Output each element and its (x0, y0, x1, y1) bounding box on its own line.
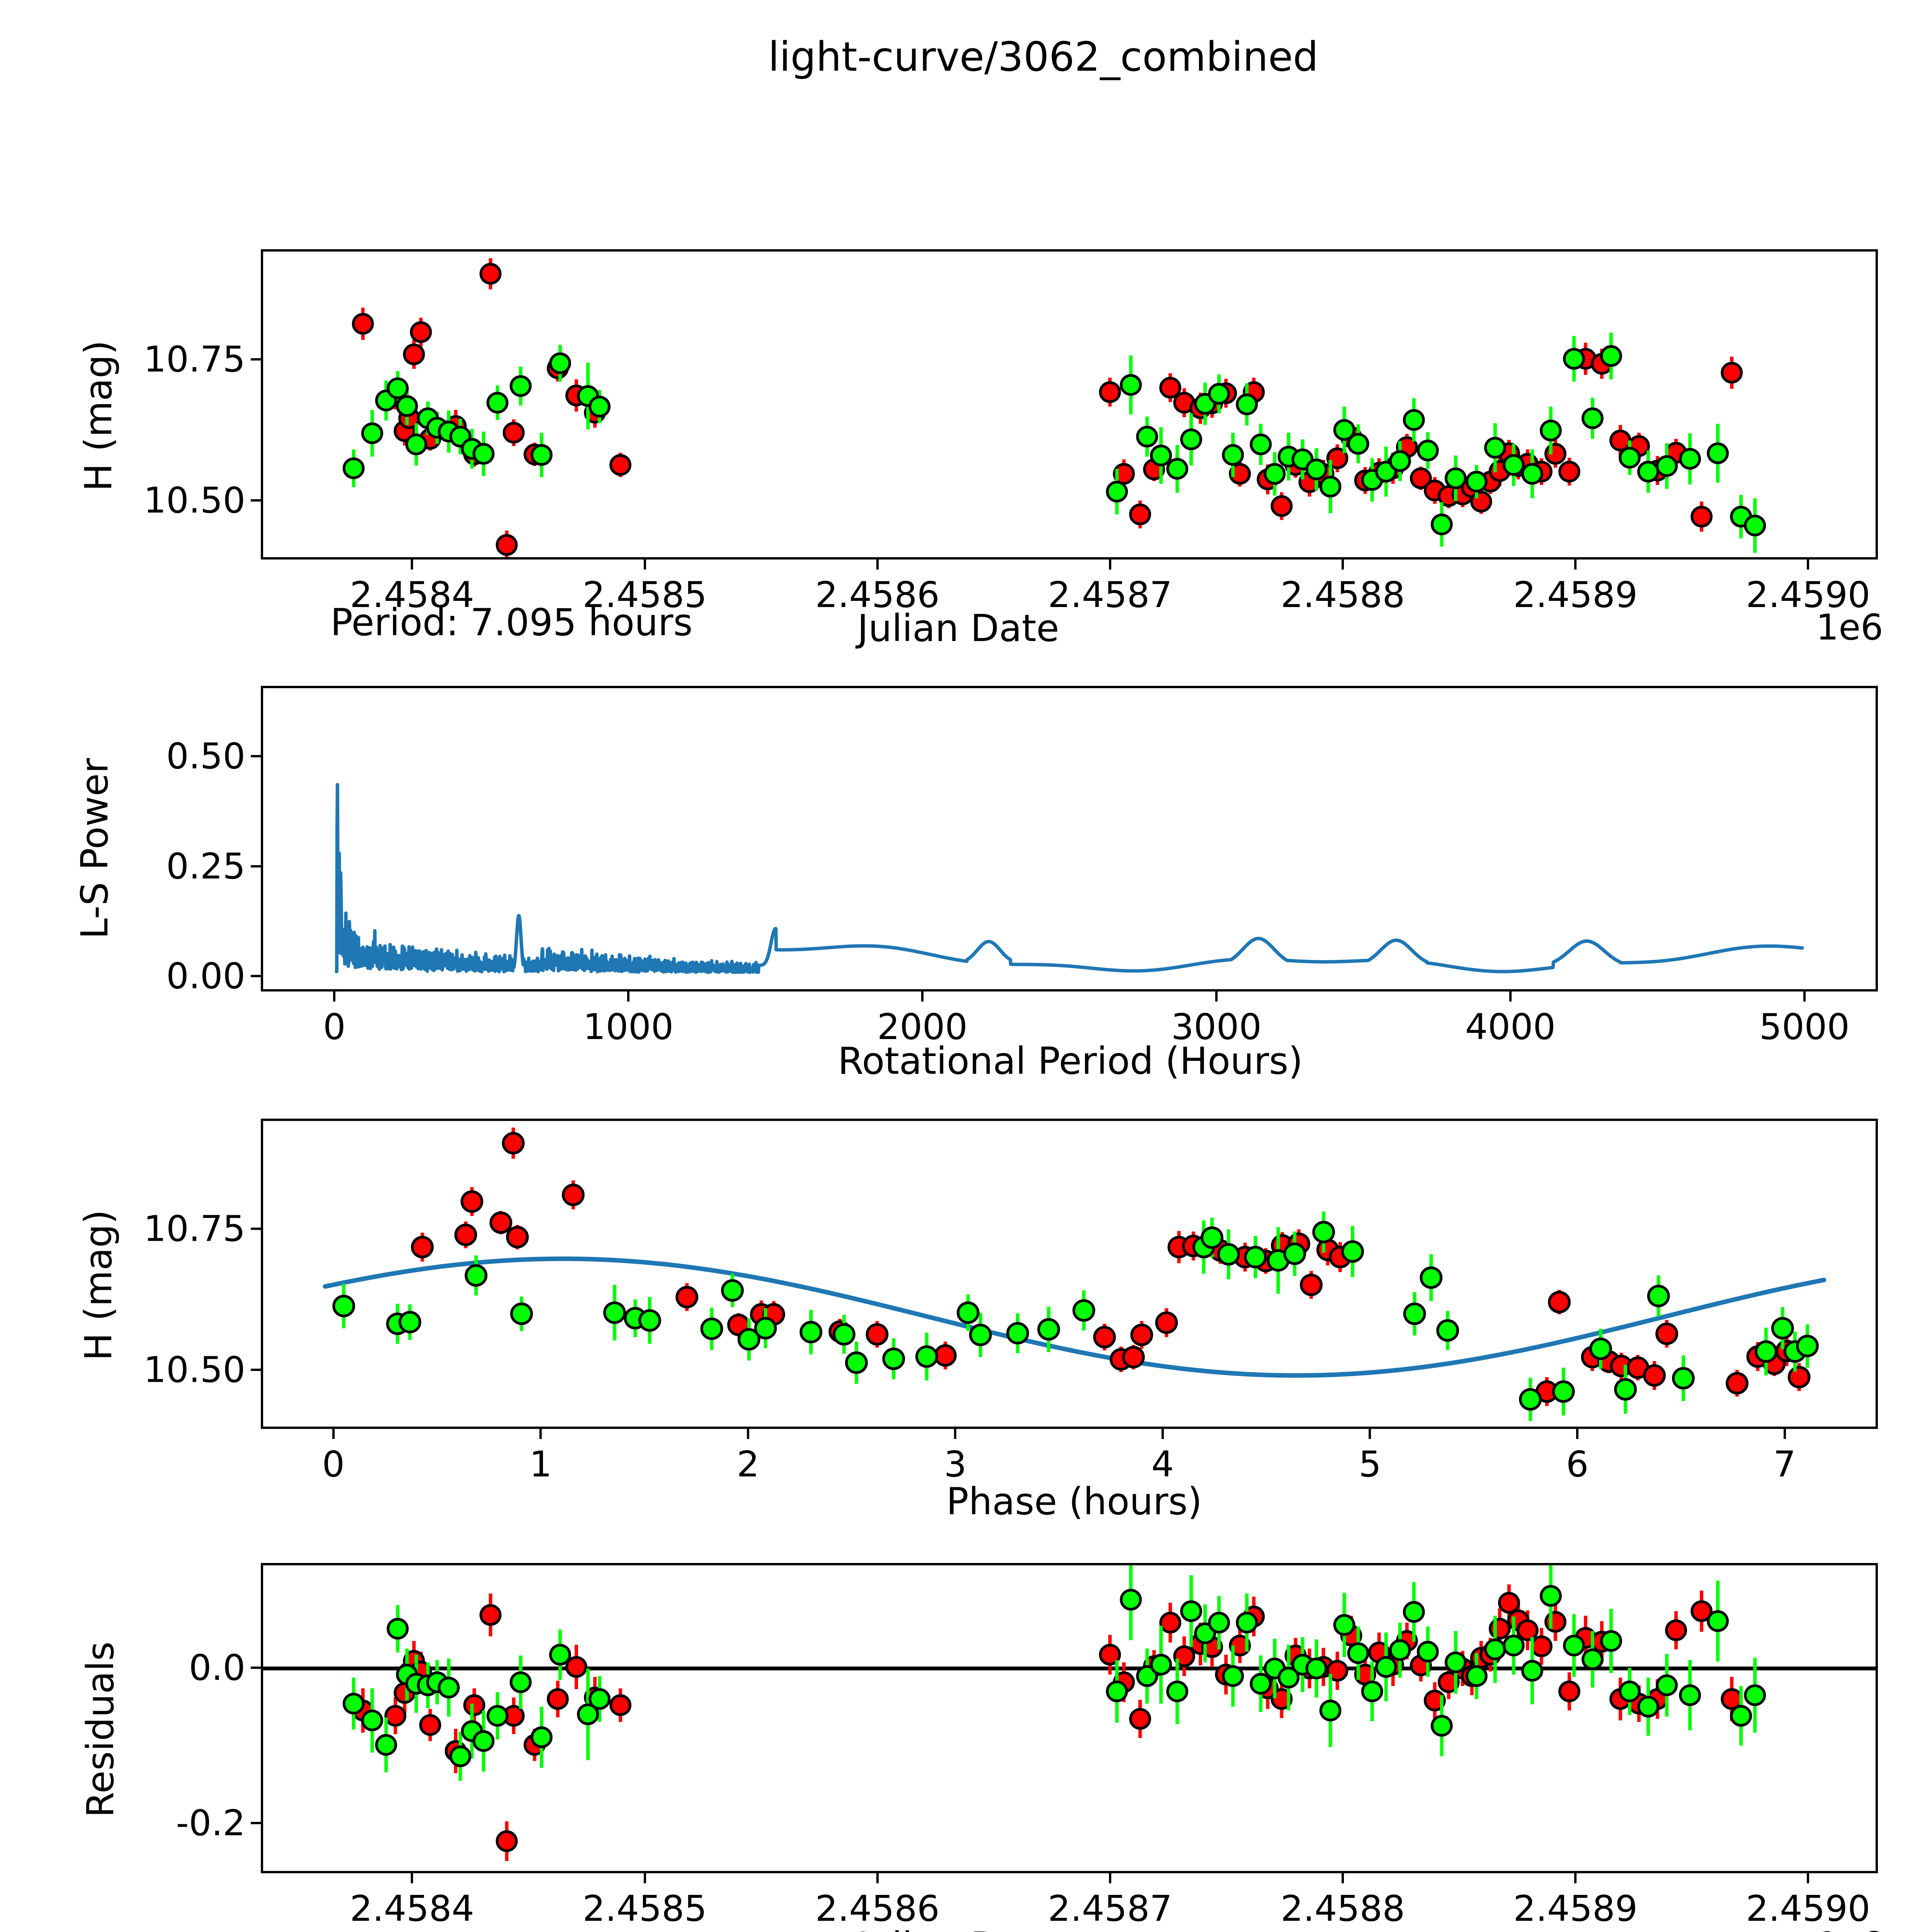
p2-x-tickmark-1 (627, 992, 630, 1002)
p1-x-tickmark-3 (1109, 560, 1111, 570)
p1-x-tickmark-6 (1807, 560, 1810, 570)
series-green (342, 332, 1766, 553)
p2-x-tick-1: 1000 (583, 1006, 674, 1048)
p4-x-tickmark-4 (1342, 1873, 1344, 1883)
p3-x-tickmark-1 (539, 1429, 542, 1439)
panel2-x-axis-label: Rotational Period (Hours) (838, 1039, 1303, 1083)
p1-y-tickmark-0 (251, 358, 261, 361)
p1-x-tick-1: 2.4585 (582, 574, 707, 616)
p4-x-tick-1: 2.4585 (582, 1888, 707, 1929)
p3-x-tickmark-5 (1369, 1429, 1371, 1439)
series-green (342, 1565, 1766, 1781)
p1-y-tickmark-1 (251, 499, 261, 502)
p1-x-tick-5: 2.4589 (1513, 574, 1638, 616)
p2-x-tick-4: 4000 (1465, 1006, 1556, 1048)
p3-x-tickmark-3 (954, 1429, 957, 1439)
p3-y-tickmark-0 (251, 1227, 261, 1230)
p4-x-tick-2: 2.4586 (815, 1888, 940, 1929)
p2-x-tick-0: 0 (323, 1006, 346, 1048)
p3-x-tick-7: 7 (1773, 1444, 1796, 1485)
p3-x-tick-1: 1 (529, 1444, 552, 1485)
p3-x-tick-4: 4 (1151, 1444, 1174, 1485)
p4-y-tick-0: 0.0 (189, 1647, 245, 1689)
series-red (352, 258, 1743, 557)
p3-x-tick-3: 3 (944, 1444, 967, 1485)
p4-x-tickmark-0 (411, 1873, 413, 1883)
panel3-x-axis-label: Phase (hours) (946, 1480, 1202, 1523)
p4-y-tick-1: -0.2 (176, 1802, 245, 1844)
p1-x-tickmark-2 (876, 560, 879, 570)
panel4-x-axis-label: Julian Date (842, 1924, 1074, 1932)
p2-x-tickmark-3 (1215, 992, 1218, 1002)
periodogram-curve (335, 783, 1804, 974)
p3-x-tickmark-6 (1576, 1429, 1579, 1439)
series-red (352, 1584, 1743, 1861)
p3-x-tick-6: 6 (1566, 1444, 1589, 1485)
p3-x-tick-2: 2 (736, 1444, 760, 1485)
p3-x-tickmark-4 (1161, 1429, 1164, 1439)
figure-title: light-curve/3062_combined (768, 33, 1319, 80)
p4-x-tick-4: 2.4588 (1281, 1888, 1405, 1929)
p4-x-tickmark-3 (1109, 1873, 1111, 1883)
p2-x-tickmark-4 (1509, 992, 1512, 1002)
panel4-x-offset-text: 1e6 (1816, 1924, 1883, 1932)
panel-phase-folded (261, 1119, 1878, 1429)
p2-x-tickmark-0 (333, 992, 336, 1002)
p2-x-tickmark-5 (1803, 992, 1806, 1002)
p4-x-tickmark-2 (876, 1873, 879, 1883)
period-annotation: Period: 7.095 hours (330, 601, 693, 644)
p1-y-tick-1: 10.50 (143, 480, 245, 521)
panel-periodogram (261, 686, 1878, 992)
p2-y-tick-1: 0.25 (166, 845, 245, 887)
p3-y-tickmark-1 (251, 1368, 261, 1371)
panel-residuals (261, 1563, 1878, 1873)
p4-x-tickmark-5 (1574, 1873, 1577, 1883)
p2-x-tick-5: 5000 (1759, 1006, 1850, 1048)
p4-y-tickmark-1 (251, 1821, 261, 1824)
p1-x-tickmark-0 (411, 560, 413, 570)
p3-x-tickmark-2 (747, 1429, 749, 1439)
p2-x-tick-3: 3000 (1171, 1006, 1262, 1048)
p4-x-tick-3: 2.4587 (1048, 1888, 1172, 1929)
p1-x-tick-2: 2.4586 (815, 574, 940, 616)
periodogram-plot-area (335, 783, 1804, 974)
panel1-x-offset-text: 1e6 (1816, 607, 1883, 648)
p3-y-tick-1: 10.50 (143, 1349, 245, 1391)
phase-folded-plot-area (323, 1128, 1827, 1421)
p3-x-tickmark-0 (332, 1429, 335, 1439)
light-curve-plot-area (342, 258, 1766, 557)
p2-x-tickmark-2 (921, 992, 924, 1002)
p3-x-tickmark-7 (1783, 1429, 1786, 1439)
p1-x-tickmark-5 (1574, 560, 1577, 570)
p2-y-tickmark-1 (251, 865, 261, 867)
p4-x-tickmark-6 (1807, 1873, 1810, 1883)
p4-x-tick-5: 2.4589 (1513, 1888, 1638, 1929)
p1-x-tick-4: 2.4588 (1281, 574, 1405, 616)
p1-x-tick-3: 2.4587 (1048, 574, 1172, 616)
p1-x-tick-6: 2.4590 (1746, 574, 1871, 616)
p4-x-tickmark-1 (643, 1873, 646, 1883)
series-green (332, 1211, 1819, 1421)
p4-y-tickmark-0 (251, 1667, 261, 1669)
p2-y-tick-0: 0.00 (166, 955, 245, 997)
p4-x-tick-0: 2.4584 (350, 1888, 474, 1929)
p1-x-tick-0: 2.4584 (350, 574, 474, 616)
panel-light-curve (261, 249, 1878, 560)
p1-y-tick-0: 10.75 (143, 338, 245, 380)
p3-x-tick-5: 5 (1359, 1444, 1381, 1485)
p3-x-tick-0: 0 (322, 1444, 345, 1485)
p3-y-tick-0: 10.75 (143, 1208, 245, 1250)
p2-x-tick-2: 2000 (877, 1006, 968, 1048)
p2-y-tickmark-0 (251, 975, 261, 978)
p2-y-tick-2: 0.50 (166, 735, 245, 777)
panel1-x-axis-label: Julian Date (857, 607, 1060, 650)
residuals-plot-area (263, 1565, 1876, 1861)
sine-fit-curve (323, 1256, 1827, 1378)
p1-x-tickmark-1 (643, 560, 646, 570)
p1-x-tickmark-4 (1342, 560, 1344, 570)
p2-y-tickmark-2 (251, 755, 261, 758)
p4-x-tick-6: 2.4590 (1746, 1888, 1871, 1929)
